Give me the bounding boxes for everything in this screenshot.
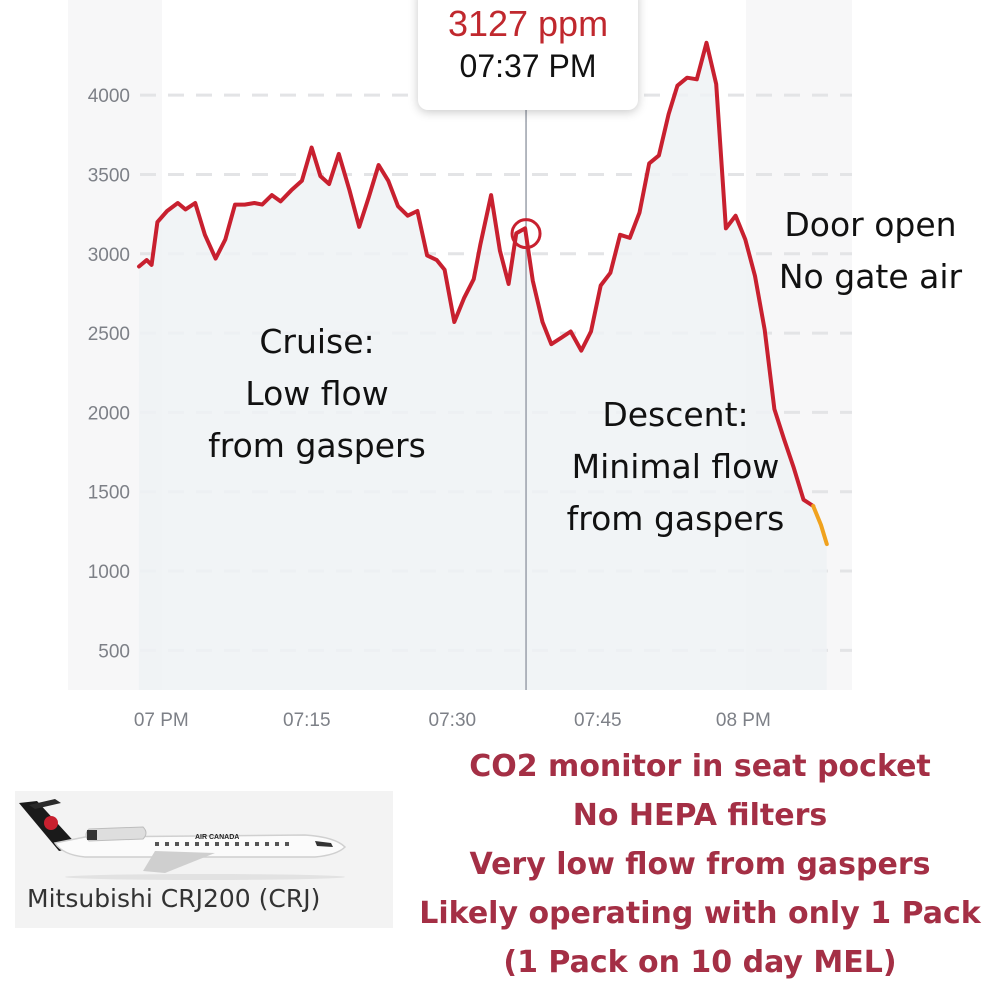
aircraft-wing <box>143 851 215 873</box>
aircraft-fuselage-text: AIR CANADA <box>195 834 239 841</box>
x-tick-label: 08 PM <box>716 710 771 731</box>
tooltip-value: 3127 ppm <box>447 3 609 44</box>
note-line: Likely operating with only 1 Pack <box>419 896 981 931</box>
annotation-cruise-line: Cruise: <box>259 322 375 361</box>
y-tick-label: 1500 <box>88 483 130 504</box>
y-tick-label: 1000 <box>88 562 130 583</box>
y-tick-label: 3500 <box>88 165 130 186</box>
annotation-door-line: Door open <box>784 205 957 244</box>
annotation-descent: Descent: Minimal flow from gaspers <box>553 389 798 545</box>
y-tick-label: 500 <box>98 641 130 662</box>
chart-series <box>137 40 829 547</box>
note-line: (1 Pack on 10 day MEL) <box>503 945 897 980</box>
y-tick-label: 4000 <box>88 86 130 107</box>
series-line-1 <box>811 504 829 547</box>
annotation-door: Door open No gate air <box>773 199 968 303</box>
maple-leaf-icon <box>44 816 58 830</box>
series-area <box>138 42 827 691</box>
aircraft-engine <box>85 826 147 842</box>
note-line: No HEPA filters <box>572 798 828 833</box>
annotation-descent-line: Minimal flow <box>571 447 780 486</box>
annotation-door-line: No gate air <box>778 257 963 296</box>
aircraft-caption: Mitsubishi CRJ200 (CRJ) <box>27 884 321 913</box>
y-tick-label: 2500 <box>88 324 130 345</box>
x-tick-label: 07:15 <box>283 710 331 731</box>
chart-highlight <box>510 218 542 250</box>
note-line: Very low flow from gaspers <box>469 847 931 882</box>
tooltip-time: 07:37 PM <box>459 48 597 84</box>
annotation-cruise-line: from gaspers <box>208 426 426 465</box>
aircraft-image: AIR CANADA <box>19 799 347 880</box>
x-tick-label: 07 PM <box>134 710 189 731</box>
chart-tooltip: 3127 ppm 07:37 PM <box>418 0 638 110</box>
x-tick-label: 07:30 <box>429 710 477 731</box>
y-tick-label: 3000 <box>88 245 130 266</box>
annotation-descent-line: from gaspers <box>566 499 785 538</box>
aircraft-fuselage <box>53 834 347 858</box>
chart-y-axis: 500 1000 1500 2000 2500 3000 3500 4000 <box>88 86 130 662</box>
y-tick-label: 2000 <box>88 403 130 424</box>
aircraft-card: AIR CANADA Mitsubishi CRJ200 (CRJ) <box>15 791 393 928</box>
notes-block: CO2 monitor in seat pocket No HEPA filte… <box>405 742 995 987</box>
series-line-0 <box>137 40 816 508</box>
x-tick-label: 07:45 <box>574 710 622 731</box>
annotation-descent-line: Descent: <box>602 395 749 434</box>
note-line: CO2 monitor in seat pocket <box>469 749 931 784</box>
chart-area-fill <box>138 42 827 691</box>
chart-x-axis: 07 PM 07:15 07:30 07:45 08 PM <box>134 710 771 731</box>
highlight-marker <box>510 218 542 250</box>
annotation-cruise-line: Low flow <box>245 374 389 413</box>
annotation-cruise: Cruise: Low flow from gaspers <box>197 316 437 472</box>
